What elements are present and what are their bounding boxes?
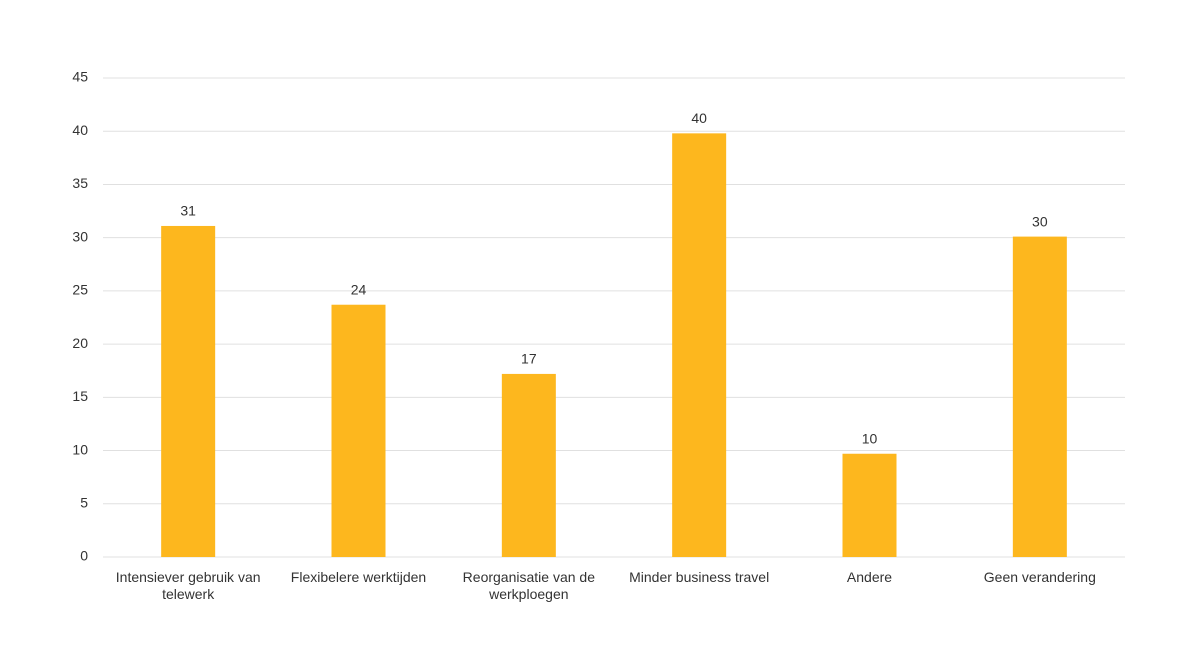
- x-tick-label: Geen verandering: [983, 569, 1096, 585]
- y-tick-label: 25: [72, 282, 88, 298]
- y-tick-label: 10: [72, 441, 88, 457]
- y-tick-label: 35: [72, 175, 88, 191]
- bar: [672, 133, 727, 557]
- y-tick-label: 20: [72, 335, 88, 351]
- bar: [331, 304, 386, 557]
- value-label: 40: [691, 110, 707, 126]
- y-tick-label: 0: [80, 548, 88, 564]
- y-tick-label: 40: [72, 122, 88, 138]
- bar: [161, 225, 216, 558]
- bar: [501, 373, 556, 557]
- x-tick-label: Minder business travel: [629, 569, 770, 585]
- bar: [842, 453, 897, 557]
- value-label: 17: [521, 351, 537, 367]
- x-tick-label: Intensiever gebruik van telewerk: [115, 569, 261, 602]
- y-tick-label: 45: [72, 69, 88, 85]
- value-label: 24: [351, 281, 367, 297]
- bar: [1012, 236, 1067, 557]
- value-label: 31: [180, 203, 196, 219]
- x-tick-label: Andere: [846, 569, 893, 585]
- value-label: 30: [1032, 213, 1048, 229]
- x-tick-label: Flexibelere werktijden: [290, 569, 427, 585]
- y-tick-label: 5: [80, 494, 88, 510]
- y-tick-label: 15: [72, 388, 88, 404]
- x-tick-label: Reorganisatie van de werkploegen: [462, 569, 595, 602]
- y-tick-label: 30: [72, 228, 88, 244]
- value-label: 10: [862, 430, 878, 446]
